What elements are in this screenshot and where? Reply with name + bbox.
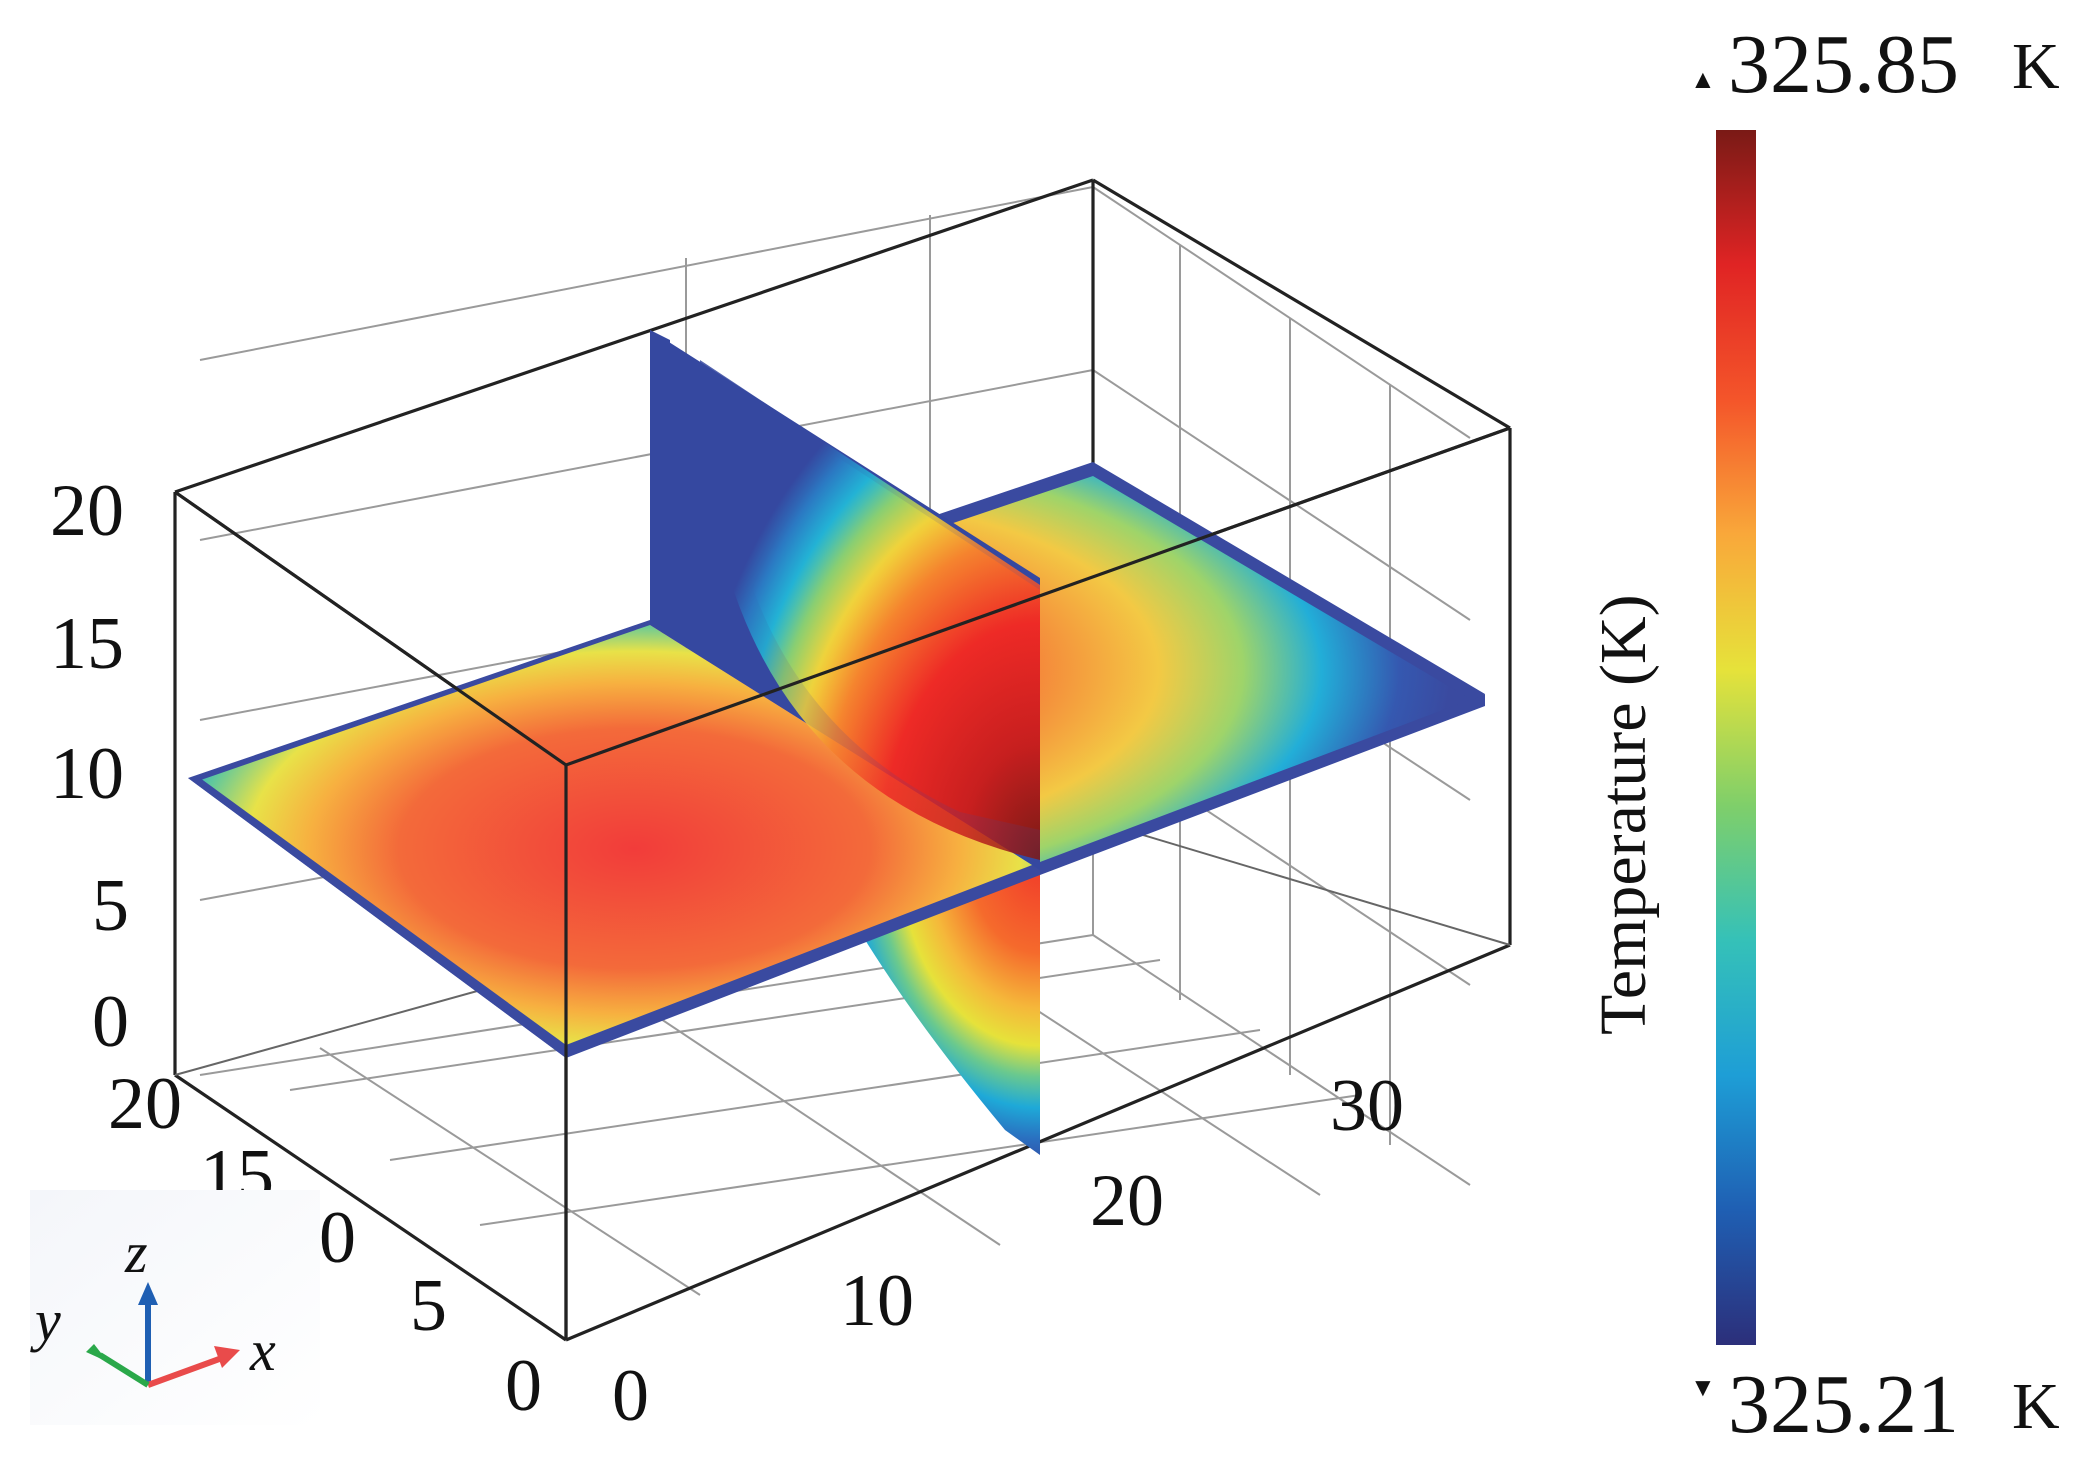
y-tick: 5 [410,1265,447,1347]
z-axis-ticks: 20 15 10 5 0 [50,470,129,1063]
x-axis-arrowhead [214,1346,240,1368]
y-axis-letter: y [30,1288,61,1353]
bounding-box-front [174,426,1511,1340]
colorbar-title: Temperature (K) [1587,594,1660,1035]
x-axis-letter: x [249,1318,276,1383]
vertical-slice-upper [650,330,1040,870]
z-tick: 0 [92,981,129,1063]
colorbar-gradient [1716,130,1756,1345]
x-tick: 30 [1330,1065,1404,1147]
z-axis-arrowhead [138,1282,158,1305]
y-tick: 20 [108,1063,182,1145]
colorbar-max-marker: ▲ [1690,65,1716,94]
colorbar-max-unit: K [2012,30,2060,103]
z-axis-letter: z [124,1220,148,1285]
y-tick: 0 [505,1345,542,1427]
z-tick: 5 [92,865,129,947]
orientation-triad: z y x [30,1190,320,1425]
x-axis-arrow [146,1355,224,1388]
y-axis-arrowhead [86,1344,108,1362]
colorbar-max-value: 325.85 [1728,18,1959,111]
colorbar-min-unit: K [2012,1370,2060,1443]
y-axis-arrow [98,1352,150,1388]
colorbar-min-marker: ▼ [1690,1373,1716,1402]
x-tick: 10 [840,1260,914,1342]
z-tick: 20 [50,470,124,552]
x-tick: 0 [612,1355,649,1437]
z-tick: 10 [50,733,124,815]
triad-background [30,1190,320,1425]
colorbar: ▲ 325.85 K ▼ 325.21 K Temperature (K) [1587,18,2060,1451]
z-tick: 15 [50,603,124,685]
x-axis-ticks: 0 10 20 30 [612,1065,1404,1437]
colorbar-min-value: 325.21 [1728,1358,1959,1451]
x-tick: 20 [1090,1160,1164,1242]
